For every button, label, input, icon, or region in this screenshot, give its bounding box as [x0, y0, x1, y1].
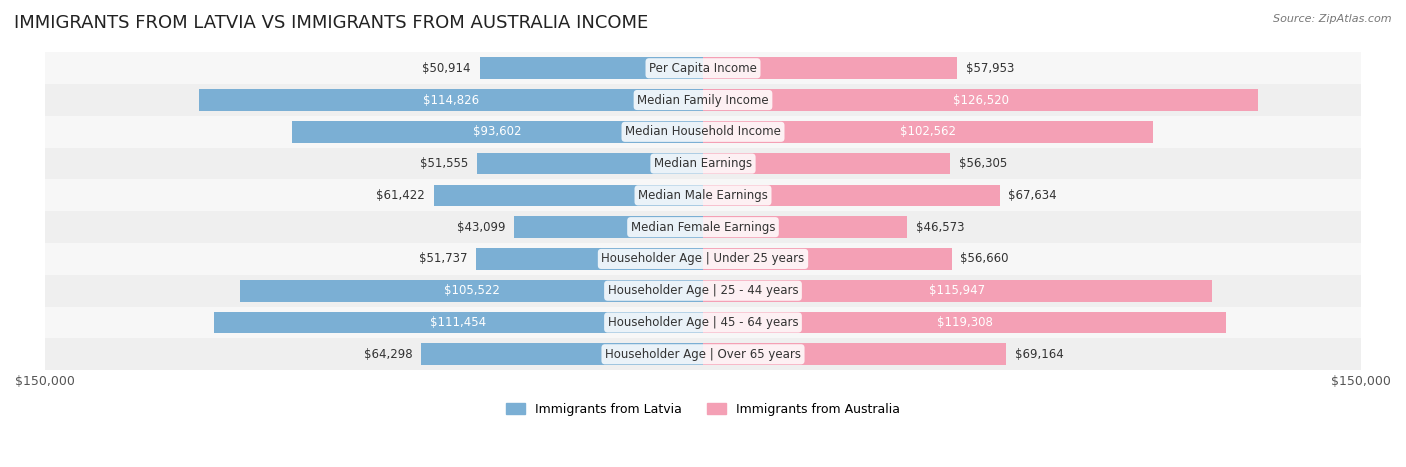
Text: $50,914: $50,914	[422, 62, 471, 75]
Text: $56,660: $56,660	[960, 253, 1010, 265]
Text: $51,737: $51,737	[419, 253, 467, 265]
Text: Median Female Earnings: Median Female Earnings	[631, 221, 775, 234]
Bar	[240, 280, 703, 302]
Text: $56,305: $56,305	[959, 157, 1007, 170]
Bar	[45, 52, 1361, 84]
Bar	[703, 311, 1226, 333]
Text: $105,522: $105,522	[444, 284, 499, 297]
Bar	[477, 248, 703, 270]
Text: $115,947: $115,947	[929, 284, 986, 297]
Text: Householder Age | Over 65 years: Householder Age | Over 65 years	[605, 348, 801, 361]
Bar	[292, 121, 703, 142]
Bar	[45, 243, 1361, 275]
Text: Median Earnings: Median Earnings	[654, 157, 752, 170]
Text: $69,164: $69,164	[1015, 348, 1064, 361]
Text: $57,953: $57,953	[966, 62, 1014, 75]
Text: $111,454: $111,454	[430, 316, 486, 329]
Bar	[45, 275, 1361, 307]
Bar	[45, 148, 1361, 179]
Bar	[45, 179, 1361, 211]
Text: $51,555: $51,555	[420, 157, 468, 170]
Text: $114,826: $114,826	[423, 93, 479, 106]
Legend: Immigrants from Latvia, Immigrants from Australia: Immigrants from Latvia, Immigrants from …	[502, 398, 904, 421]
Text: $67,634: $67,634	[1008, 189, 1057, 202]
Text: $126,520: $126,520	[952, 93, 1008, 106]
Text: $119,308: $119,308	[936, 316, 993, 329]
Bar	[703, 216, 907, 238]
Text: $102,562: $102,562	[900, 125, 956, 138]
Bar	[703, 89, 1258, 111]
Bar	[703, 57, 957, 79]
Text: Householder Age | 25 - 44 years: Householder Age | 25 - 44 years	[607, 284, 799, 297]
Bar	[214, 311, 703, 333]
Bar	[45, 84, 1361, 116]
Text: Householder Age | 45 - 64 years: Householder Age | 45 - 64 years	[607, 316, 799, 329]
Text: Median Male Earnings: Median Male Earnings	[638, 189, 768, 202]
Text: $46,573: $46,573	[917, 221, 965, 234]
Bar	[45, 339, 1361, 370]
Bar	[45, 211, 1361, 243]
Text: IMMIGRANTS FROM LATVIA VS IMMIGRANTS FROM AUSTRALIA INCOME: IMMIGRANTS FROM LATVIA VS IMMIGRANTS FRO…	[14, 14, 648, 32]
Bar	[420, 343, 703, 365]
Bar	[200, 89, 703, 111]
Text: $61,422: $61,422	[375, 189, 425, 202]
Bar	[703, 280, 1212, 302]
Bar	[703, 184, 1000, 206]
Bar	[433, 184, 703, 206]
Bar	[45, 307, 1361, 339]
Text: Source: ZipAtlas.com: Source: ZipAtlas.com	[1274, 14, 1392, 24]
Text: $93,602: $93,602	[474, 125, 522, 138]
Bar	[703, 121, 1153, 142]
Text: Householder Age | Under 25 years: Householder Age | Under 25 years	[602, 253, 804, 265]
Bar	[45, 116, 1361, 148]
Bar	[703, 153, 950, 174]
Text: Median Household Income: Median Household Income	[626, 125, 780, 138]
Text: $43,099: $43,099	[457, 221, 505, 234]
Bar	[703, 248, 952, 270]
Text: Per Capita Income: Per Capita Income	[650, 62, 756, 75]
Text: $64,298: $64,298	[364, 348, 412, 361]
Text: Median Family Income: Median Family Income	[637, 93, 769, 106]
Bar	[703, 343, 1007, 365]
Bar	[477, 153, 703, 174]
Bar	[479, 57, 703, 79]
Bar	[515, 216, 703, 238]
